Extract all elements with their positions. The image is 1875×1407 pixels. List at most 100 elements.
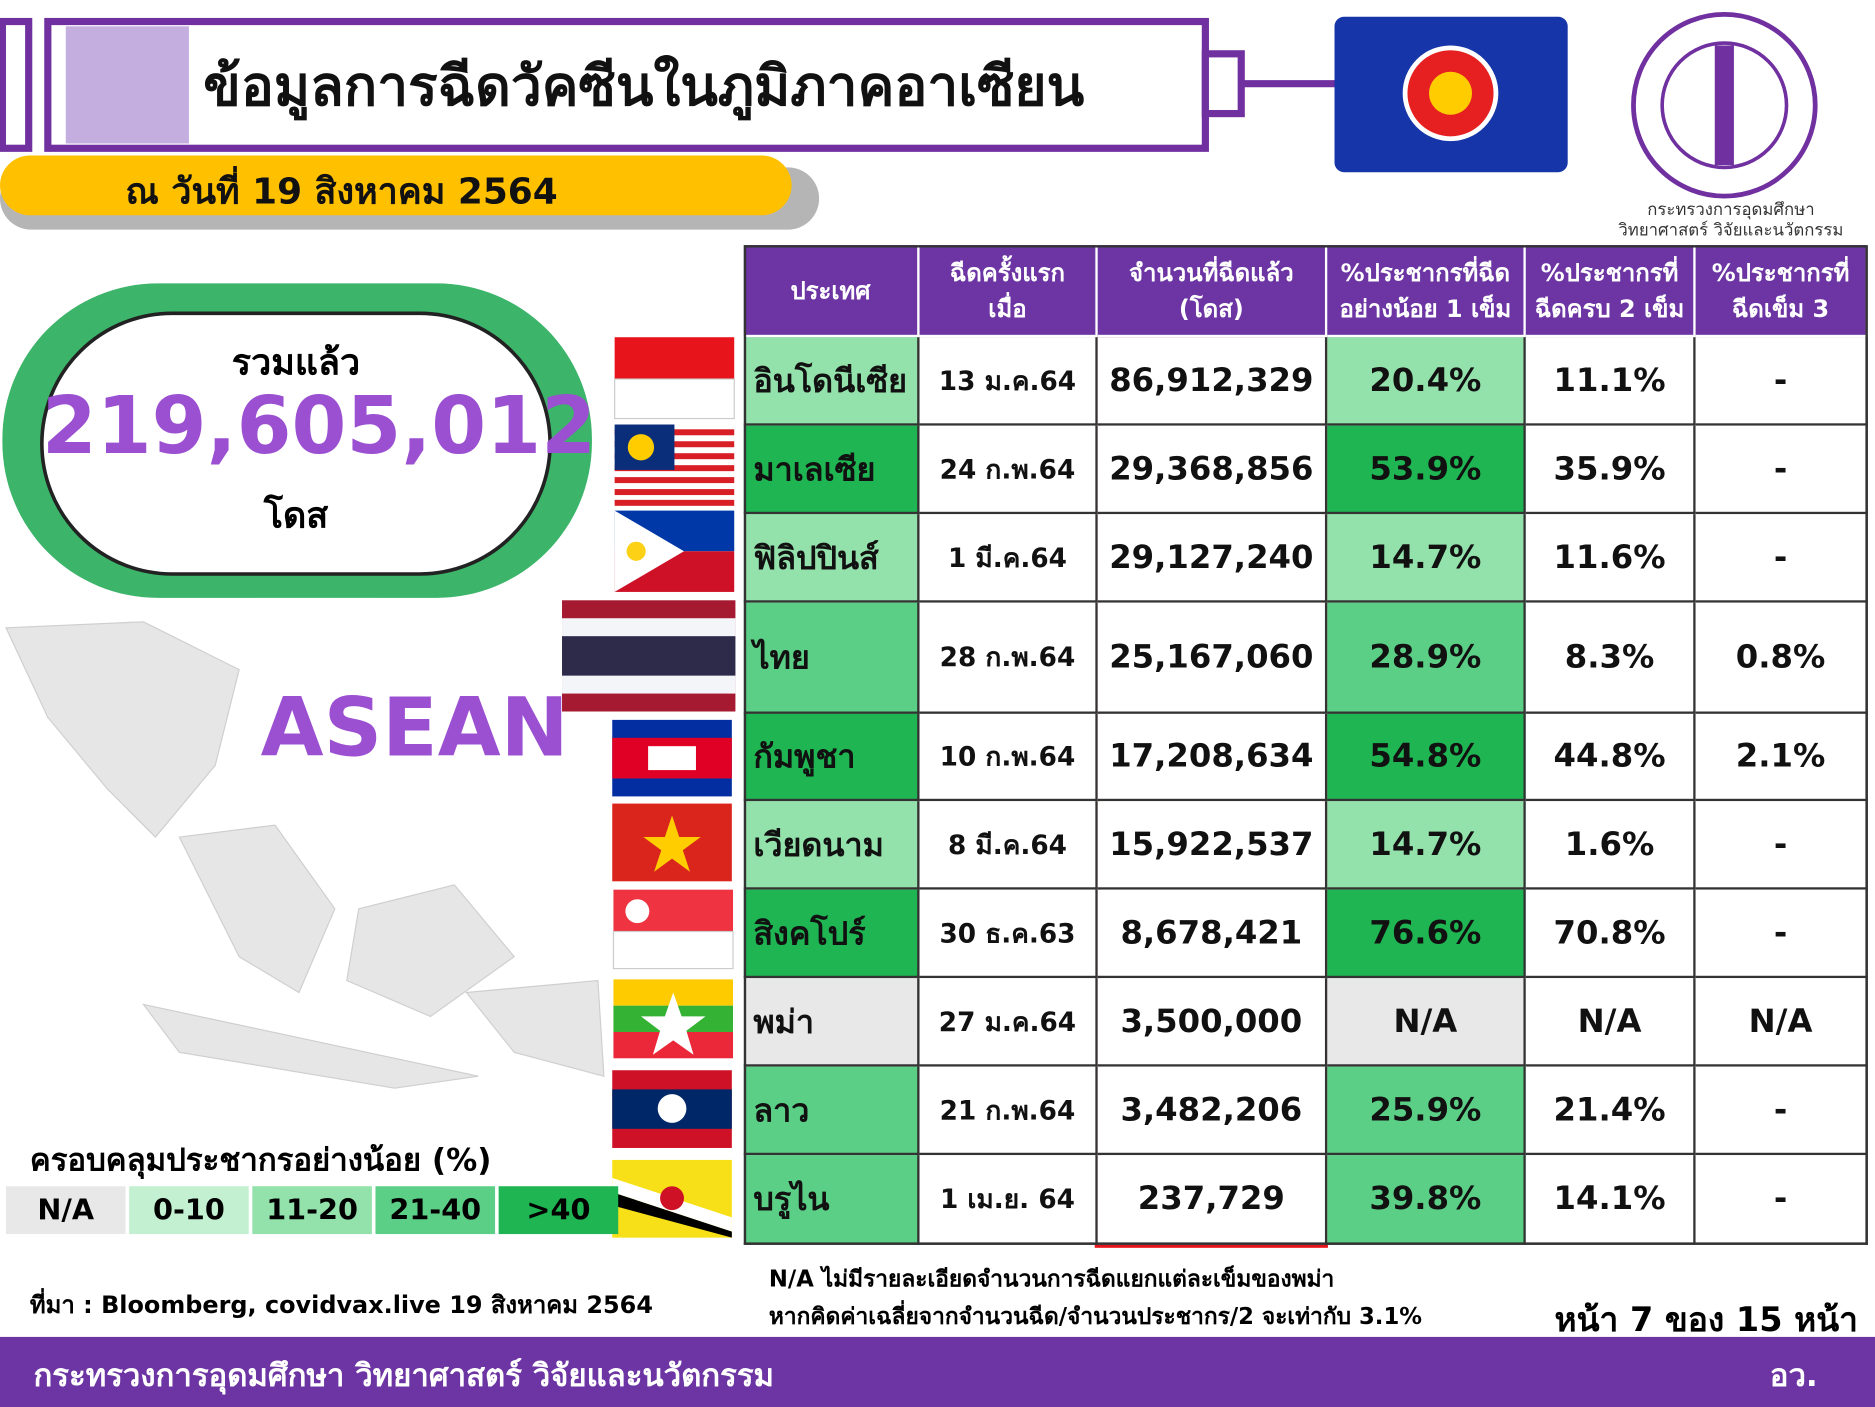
data-cell: 24 ก.พ.64 [919,425,1098,515]
country-cell: พม่า [743,978,920,1067]
data-cell: 76.6% [1327,889,1526,979]
data-cell: 29,127,240 [1097,514,1328,603]
map-label: ASEAN [260,681,569,777]
data-cell: 1.6% [1525,801,1696,890]
total-label: รวมแล้ว [231,341,361,384]
data-cell: 15,922,537 [1097,801,1328,890]
plunger [0,17,33,152]
note-line: หากคิดค่าเฉลี่ยจากจำนวนฉีด/จำนวนประชากร/… [768,1303,1423,1330]
footer-band [0,1336,1875,1407]
footer-abbr: อว. [1769,1358,1818,1395]
logo-caption-line: วิทยาศาสตร์ วิจัยและนวัตกรรม [1618,221,1844,241]
legend: N/A 0-10 11-20 21-40 >40 [5,1186,619,1235]
data-cell: 2.1% [1695,713,1868,802]
data-cell: 30 ธ.ค.63 [919,889,1098,979]
note-line: N/A ไม่มีรายละเอียดจำนวนการฉีดแยกแต่ละเข… [768,1266,1335,1293]
syringe-body [44,17,1209,152]
date-bar [0,155,792,216]
data-cell: - [1695,514,1868,603]
data-cell: - [1695,801,1868,890]
country-cell: เวียดนาม [743,801,920,890]
header-cell: ประเทศ [743,245,920,338]
data-cell: 0.8% [1695,602,1868,714]
header-cell: %ประชากรที่ ฉีดครบ 2 เข็ม [1525,245,1696,338]
asean-rice [1428,71,1473,115]
data-cell: N/A [1695,978,1868,1067]
header-cell: %ประชากรที่ฉีด อย่างน้อย 1 เข็ม [1327,245,1526,338]
data-cell: 13 ม.ค.64 [919,337,1098,426]
data-cell: 14.7% [1327,514,1526,603]
country-cell: อินโดนีเซีย [743,337,920,426]
data-cell: 44.8% [1525,713,1696,802]
data-cell: 1 มี.ค.64 [919,514,1098,603]
data-cell: 8.3% [1525,602,1696,714]
data-cell: 35.9% [1525,425,1696,515]
note: N/A ไม่มีรายละเอียดจำนวนการฉีดแยกแต่ละเข… [769,1262,1422,1336]
data-cell: 8 มี.ค.64 [919,801,1098,890]
total-unit: โดส [263,495,329,537]
data-cell: 28 ก.พ.64 [919,602,1098,714]
data-cell: 17,208,634 [1097,713,1328,802]
data-cell: - [1695,1155,1868,1245]
data-cell: - [1695,337,1868,426]
data-cell: 53.9% [1327,425,1526,515]
country-cell: ไทย [743,602,920,714]
data-cell: 21.4% [1525,1066,1696,1156]
legend-item: 0-10 [129,1186,249,1235]
data-cell: 54.8% [1327,713,1526,802]
syringe-fill [65,26,189,144]
data-cell: 39.8% [1327,1155,1526,1245]
country-cell: กัมพูชา [743,713,920,802]
data-cell: 20.4% [1327,337,1526,426]
country-cell: ฟิลิปปินส์ [743,514,920,603]
legend-item: 11-20 [252,1186,372,1235]
flags [562,337,736,1238]
header-cell: %ประชากรที่ ฉีดเข็ม 3 [1695,245,1868,338]
footer-ministry: กระทรวงการอุดมศึกษา วิทยาศาสตร์ วิจัยและ… [33,1358,775,1395]
data-cell: 1 เม.ย. 64 [919,1155,1098,1245]
country-cell: บรูไน [743,1155,920,1245]
data-cell: N/A [1327,978,1526,1067]
data-cell: 14.1% [1525,1155,1696,1245]
title: ข้อมูลการฉีดวัคซีนในภูมิภาคอาเซียน [203,53,1085,119]
data-cell: - [1695,1066,1868,1156]
data-cell: 29,368,856 [1097,425,1328,515]
country-cell: ลาว [743,1066,920,1156]
data-cell: 25,167,060 [1097,602,1328,714]
data-cell: 86,912,329 [1097,337,1328,426]
data-cell: 28.9% [1327,602,1526,714]
source: ที่มา : Bloomberg, covidvax.live 19 สิงห… [29,1290,653,1319]
ministry-logo-ring [1660,41,1789,170]
ministry-logo-torch [1714,45,1734,166]
data-cell: 21 ก.พ.64 [919,1066,1098,1156]
data-cell: 25.9% [1327,1066,1526,1156]
page-number: หน้า 7 ของ 15 หน้า [1554,1299,1858,1340]
data-cell: 14.7% [1327,801,1526,890]
data-cell: 27 ม.ค.64 [919,978,1098,1067]
total-value: 219,605,012 [41,380,597,473]
data-cell: 11.6% [1525,514,1696,603]
logo-caption-line: กระทรวงการอุดมศึกษา [1647,200,1815,221]
map [5,621,605,1089]
data-cell: 3,500,000 [1097,978,1328,1067]
data-cell: - [1695,425,1868,515]
legend-title: ครอบคลุมประชากรอย่างน้อย (%) [29,1143,492,1180]
legend-item: N/A [5,1186,126,1235]
date: ณ วันที่ 19 สิงหาคม 2564 [125,170,558,213]
data-cell: 8,678,421 [1097,889,1328,979]
data-cell: 3,482,206 [1097,1066,1328,1156]
country-cell: สิงคโปร์ [743,889,920,979]
legend-item: >40 [498,1186,619,1235]
total-inner [40,311,552,576]
data-cell: - [1695,889,1868,979]
data-cell: 10 ก.พ.64 [919,713,1098,802]
legend-item: 21-40 [375,1186,496,1235]
header-cell: จำนวนที่ฉีดแล้ว (โดส) [1097,245,1328,338]
header-cell: ฉีดครั้งแรก เมื่อ [919,245,1098,338]
data-cell: 70.8% [1525,889,1696,979]
data-cell: 237,729 [1097,1155,1328,1245]
syringe-tip [1201,50,1245,118]
